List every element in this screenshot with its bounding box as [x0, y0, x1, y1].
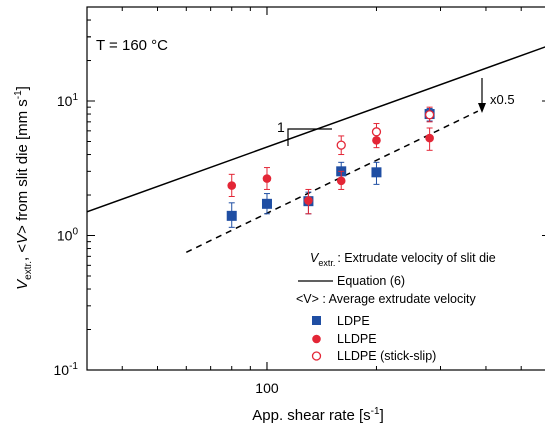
legend-lldpe-label: LLDPE [337, 332, 377, 346]
x-tick-label: 100 [255, 380, 279, 396]
plot-frame [86, 6, 545, 371]
lldpe-stickslip-point [371, 127, 382, 137]
legend-stickslip-label: LLDPE (stick-slip) [337, 349, 436, 363]
slope-label: 1 [277, 119, 285, 135]
legend-note-average: <V> : Average extrudate velocity [296, 292, 476, 306]
legend: Vextr.: Extrudate velocity of slit die E… [296, 251, 496, 363]
lldpe-stickslip-point [336, 140, 346, 150]
ldpe-point [371, 167, 382, 178]
legend-stickslip-marker [311, 351, 322, 361]
lldpe-point [262, 174, 272, 183]
y-tick-label: 10-1 [54, 361, 79, 378]
y-tick-label: 101 [57, 92, 79, 109]
y-axis-label: Vextr., <V> from slit die [mm s-1] [13, 86, 34, 290]
legend-equation-label: Equation (6) [337, 274, 405, 288]
lldpe-point [304, 196, 313, 205]
lldpe-point [372, 136, 381, 145]
lldpe-stickslip-point [424, 110, 435, 120]
x-axis-label: App. shear rate [s-1] [252, 406, 383, 424]
slope-triangle: 1 [277, 119, 332, 146]
legend-ldpe-label: LDPE [337, 314, 370, 328]
y-tick-label: 100 [57, 227, 79, 244]
lldpe-point [336, 176, 346, 186]
axis-ticks: 100 10-1 100 101 [54, 6, 545, 396]
legend-note-vextr: Vextr.: Extrudate velocity of slit die [310, 251, 496, 268]
legend-ldpe-marker [312, 316, 321, 325]
shift-label: x0.5 [490, 92, 515, 107]
shift-arrow: x0.5 [478, 78, 515, 113]
legend-lldpe-marker [312, 334, 321, 344]
lldpe-point [227, 181, 237, 190]
fit-lines [87, 46, 545, 253]
ldpe-point [226, 210, 237, 221]
ldpe-point [261, 198, 272, 209]
temperature-annotation: T = 160 °C [96, 37, 168, 54]
lldpe-point [425, 133, 434, 143]
data-points [226, 106, 435, 228]
